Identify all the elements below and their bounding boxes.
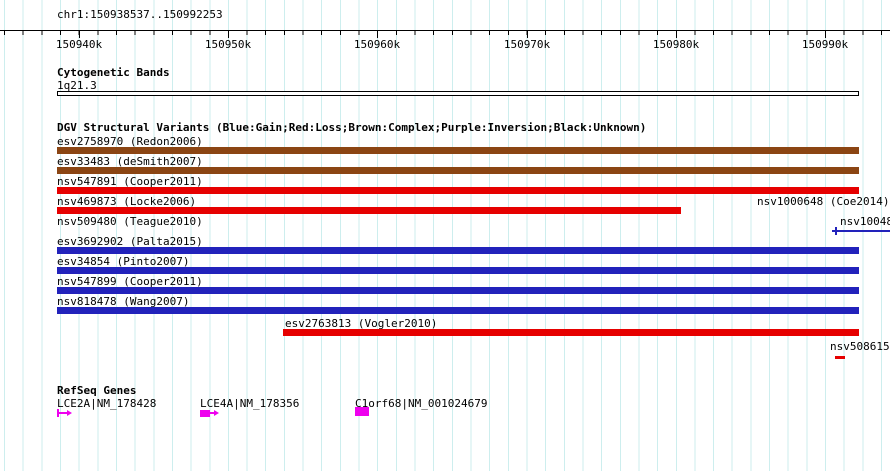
- gene-exon-box: [355, 407, 369, 416]
- gene-glyph[interactable]: [200, 409, 219, 417]
- variant-label[interactable]: nsv508615: [830, 340, 890, 353]
- gene-exon-box: [200, 409, 210, 417]
- variant-bar[interactable]: [832, 230, 890, 232]
- ruler-tick-label: 150990k: [801, 38, 849, 51]
- cytoband-track[interactable]: [57, 91, 859, 96]
- variant-bar[interactable]: [57, 287, 859, 294]
- gene-line: [210, 412, 214, 414]
- variant-label[interactable]: nsv1000648 (Coe2014): [757, 195, 890, 208]
- gene-label[interactable]: LCE2A|NM_178428: [57, 397, 157, 410]
- gene-line: [59, 412, 67, 414]
- ruler-tick-label: 150950k: [204, 38, 252, 51]
- variant-label[interactable]: esv2758970 (Redon2006): [57, 135, 203, 148]
- variant-bar[interactable]: [835, 356, 845, 359]
- variant-label[interactable]: esv2763813 (Vogler2010): [285, 317, 438, 330]
- ruler-major-tick: [825, 31, 826, 38]
- ruler-major-tick: [228, 31, 229, 38]
- variant-label[interactable]: nsv547891 (Cooper2011): [57, 175, 203, 188]
- gene-label[interactable]: LCE4A|NM_178356: [200, 397, 300, 410]
- variant-bar[interactable]: [57, 167, 859, 174]
- position-label: chr1:150938537..150992253: [57, 8, 223, 21]
- variant-label[interactable]: esv33483 (deSmith2007): [57, 155, 203, 168]
- section-title-dgv-variants: DGV Structural Variants (Blue:Gain;Red:L…: [57, 121, 647, 134]
- ruler-major-tick: [79, 31, 80, 38]
- ruler-tick-label: 150960k: [353, 38, 401, 51]
- ruler-major-tick: [527, 31, 528, 38]
- variant-label[interactable]: esv34854 (Pinto2007): [57, 255, 190, 268]
- gene-glyph[interactable]: [355, 407, 369, 416]
- gene-start-tick: [57, 409, 59, 417]
- section-title-cytogenetic-bands: Cytogenetic Bands: [57, 66, 170, 79]
- variant-bar[interactable]: [57, 267, 859, 274]
- cytoband-label: 1q21.3: [57, 79, 97, 92]
- variant-bar[interactable]: [57, 207, 681, 214]
- variant-bar[interactable]: [57, 187, 859, 194]
- section-title-refseq-genes: RefSeq Genes: [57, 384, 137, 397]
- variant-bar[interactable]: [57, 147, 859, 154]
- ruler-tick-label: 150970k: [503, 38, 551, 51]
- ruler-tick-label: 150980k: [652, 38, 700, 51]
- ruler-axis-line: [0, 30, 890, 31]
- variant-label[interactable]: esv3692902 (Palta2015): [57, 235, 203, 248]
- variant-bar[interactable]: [57, 247, 859, 254]
- variant-label[interactable]: nsv509480 (Teague2010): [57, 215, 203, 228]
- variant-label-clipped[interactable]: nsv10048: [840, 215, 890, 228]
- variant-bar[interactable]: [57, 307, 859, 314]
- variant-label[interactable]: nsv469873 (Locke2006): [57, 195, 197, 208]
- gene-arrow-icon: [67, 410, 72, 416]
- ruler-minor-ticks: [0, 31, 890, 35]
- ruler-major-tick: [676, 31, 677, 38]
- ruler-tick-label: 150940k: [55, 38, 103, 51]
- variant-bar[interactable]: [283, 329, 859, 336]
- variant-label[interactable]: nsv547899 (Cooper2011): [57, 275, 203, 288]
- gene-label[interactable]: C1orf68|NM_001024679: [355, 397, 488, 410]
- gene-arrow-icon: [214, 410, 219, 416]
- gene-glyph[interactable]: [57, 409, 72, 417]
- ruler-major-tick: [377, 31, 378, 38]
- variant-label[interactable]: nsv818478 (Wang2007): [57, 295, 190, 308]
